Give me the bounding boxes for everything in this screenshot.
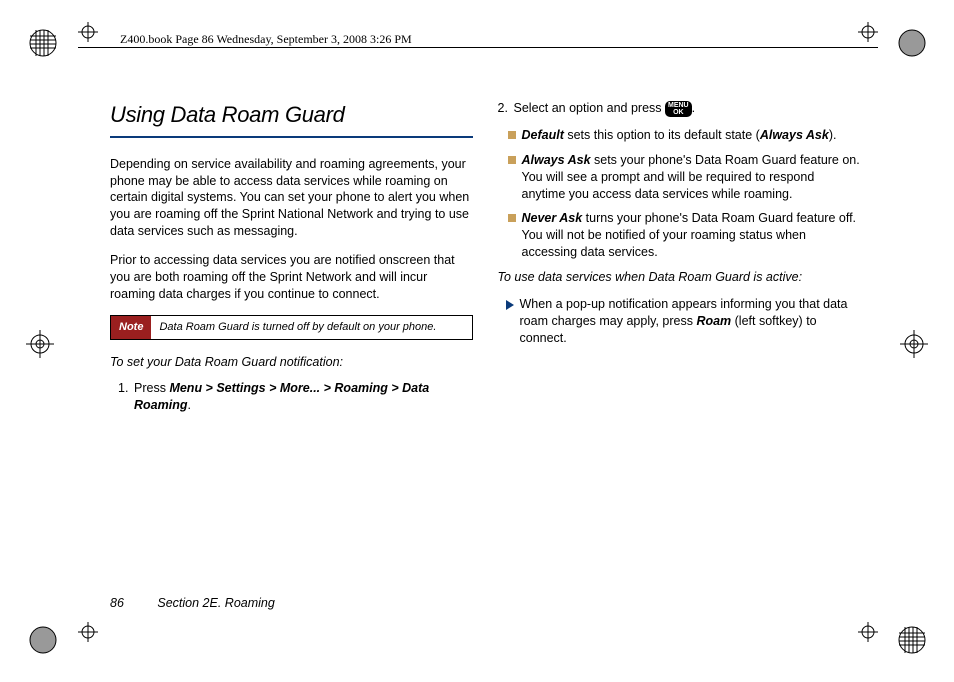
triangle-step: When a pop-up notification appears infor…: [498, 296, 861, 347]
page-content: Using Data Roam Guard Depending on servi…: [110, 100, 860, 424]
intro-para-1: Depending on service availability and ro…: [110, 156, 473, 240]
note-box: Note Data Roam Guard is turned off by de…: [110, 315, 473, 340]
step-2: 2. Select an option and press MENUOK.: [498, 100, 861, 117]
section-title: Using Data Roam Guard: [110, 100, 473, 130]
header-rule: [78, 47, 878, 48]
step-1-pre: Press: [134, 381, 169, 395]
note-text: Data Roam Guard is turned off by default…: [151, 316, 471, 339]
step-2-pre: Select an option and press: [514, 101, 666, 115]
bullet-default-text: Default sets this option to its default …: [522, 127, 861, 144]
pdf-header-text: Z400.book Page 86 Wednesday, September 3…: [120, 32, 412, 47]
step-2-body: Select an option and press MENUOK.: [514, 100, 861, 117]
bullet-never-ask: Never Ask turns your phone's Data Roam G…: [498, 210, 861, 261]
intro-para-2: Prior to accessing data services you are…: [110, 252, 473, 303]
bullet-icon: [508, 214, 516, 222]
bullet-icon: [508, 156, 516, 164]
step-2-num: 2.: [498, 100, 514, 117]
subhead-set-notification: To set your Data Roam Guard notification…: [110, 354, 473, 371]
bullet-default: Default sets this option to its default …: [498, 127, 861, 144]
section-label: Section 2E. Roaming: [157, 596, 274, 610]
triangle-step-body: When a pop-up notification appears infor…: [520, 296, 861, 347]
step-2-post: .: [692, 101, 695, 115]
bullet-always-ask-text: Always Ask sets your phone's Data Roam G…: [522, 152, 861, 203]
page-number: 86: [110, 596, 124, 610]
step-1-body: Press Menu > Settings > More... > Roamin…: [134, 380, 473, 414]
title-underline: [110, 136, 473, 138]
left-column: Using Data Roam Guard Depending on servi…: [110, 100, 473, 424]
step-1-post: .: [187, 398, 190, 412]
right-column: 2. Select an option and press MENUOK. De…: [498, 100, 861, 424]
triangle-icon: [506, 300, 514, 310]
step-1-num: 1.: [118, 380, 134, 414]
bullet-icon: [508, 131, 516, 139]
page-footer: 86 Section 2E. Roaming: [110, 596, 275, 610]
step-1-menu-path: Menu > Settings > More... > Roaming > Da…: [134, 381, 429, 412]
step-1: 1. Press Menu > Settings > More... > Roa…: [110, 380, 473, 414]
menu-ok-key-icon: MENUOK: [665, 101, 692, 117]
subhead-use-services: To use data services when Data Roam Guar…: [498, 269, 861, 286]
bullet-never-ask-text: Never Ask turns your phone's Data Roam G…: [522, 210, 861, 261]
bullet-always-ask: Always Ask sets your phone's Data Roam G…: [498, 152, 861, 203]
note-label: Note: [111, 316, 151, 339]
